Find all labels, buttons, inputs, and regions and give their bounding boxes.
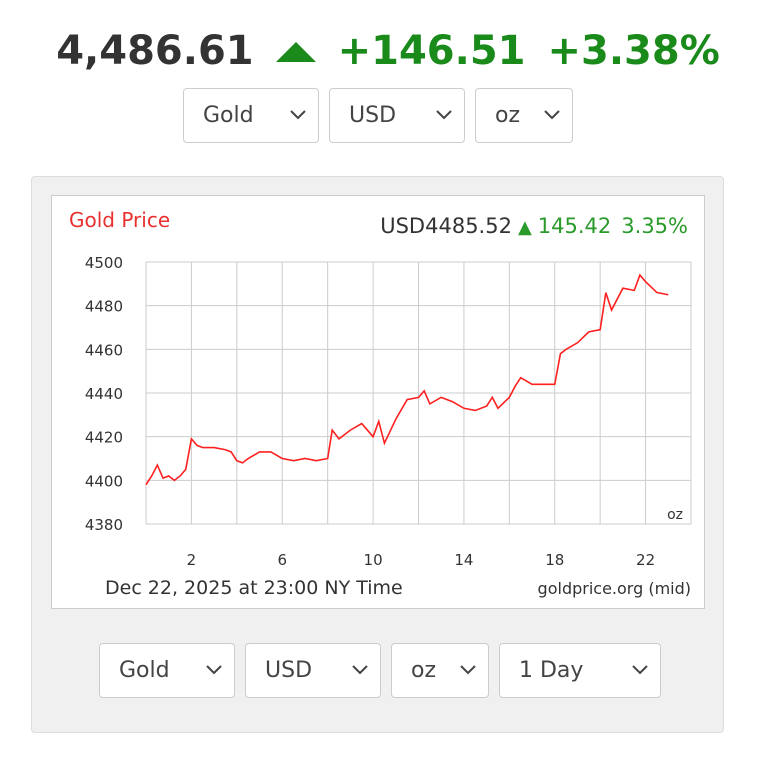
- current: USD4485.52: [380, 214, 512, 238]
- y-tick-label: 4400: [85, 472, 123, 490]
- select-text: Gold: [119, 658, 170, 683]
- unit-select[interactable]: oz: [475, 88, 573, 143]
- x-tick-label: 22: [636, 551, 655, 569]
- price-header: 4,486.61 +146.51 +3.38%: [0, 28, 776, 74]
- unit-select[interactable]: oz: [391, 643, 489, 698]
- y-tick-label: 4460: [85, 341, 123, 359]
- price-line: [145, 273, 669, 486]
- chart: Gold Price USD4485.52 ▲ 145.42 3.35% oz Dec…: [51, 195, 705, 609]
- x-tick-label: 14: [454, 551, 473, 569]
- change: +146.51: [337, 28, 526, 74]
- price: 4,486.61: [56, 28, 254, 74]
- period-select[interactable]: 1 Day: [499, 643, 661, 698]
- select-text: oz: [495, 103, 521, 128]
- x-tick-label: 10: [364, 551, 383, 569]
- timestamp: Dec 22, 2025 at 23:00 NY Time: [105, 577, 403, 599]
- select-text: Gold: [203, 103, 254, 128]
- x-tick-label: 6: [277, 551, 287, 569]
- change-percent: 3.35%: [621, 214, 688, 238]
- metal-select[interactable]: Gold: [183, 88, 319, 143]
- y-tick-label: 4500: [85, 254, 123, 272]
- x-tick-label: 2: [187, 551, 197, 569]
- unit: oz: [667, 507, 683, 523]
- select-text: 1 Day: [519, 658, 584, 683]
- select-text: USD: [265, 658, 313, 683]
- y-tick-label: 4420: [85, 429, 123, 447]
- y-tick-label: 4380: [85, 516, 123, 534]
- y-tick-label: 4480: [85, 298, 123, 316]
- change: 145.42: [538, 214, 611, 238]
- chart-status: USD4485.52 ▲ 145.42 3.35%: [380, 214, 688, 238]
- currency-select[interactable]: USD: [329, 88, 465, 143]
- source: goldprice.org (mid): [538, 579, 691, 598]
- metal-select[interactable]: Gold: [99, 643, 235, 698]
- y-tick-label: 4440: [85, 385, 123, 403]
- change-percent: +3.38%: [547, 28, 720, 74]
- currency-select[interactable]: USD: [245, 643, 381, 698]
- up-arrow: [275, 42, 316, 62]
- up-arrow: ▲: [518, 217, 532, 238]
- select-text: USD: [349, 103, 397, 128]
- x-tick-label: 18: [545, 551, 564, 569]
- chart-title: Gold Price: [69, 208, 170, 232]
- select-text: oz: [411, 658, 437, 683]
